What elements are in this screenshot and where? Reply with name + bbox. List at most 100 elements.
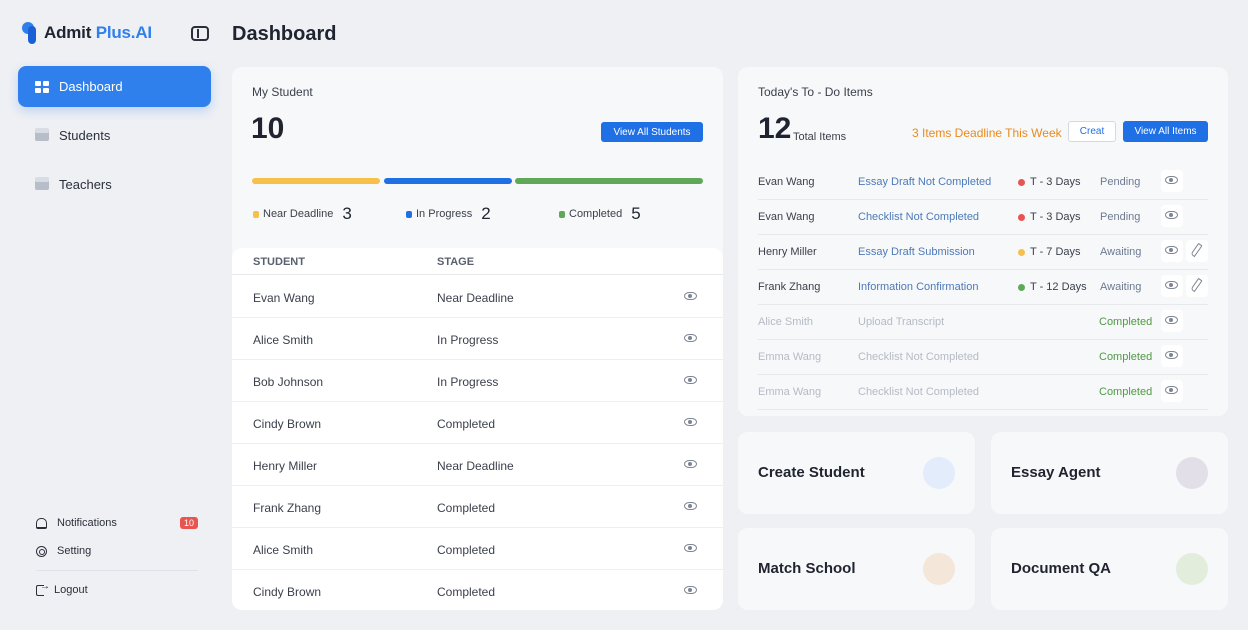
todo-task-link[interactable]: Essay Draft Submission (858, 246, 975, 258)
view-button[interactable] (1161, 275, 1183, 297)
legend-value: 3 (342, 204, 352, 223)
brand-logo[interactable]: Admit Plus.AI (22, 22, 152, 44)
document-qa-card[interactable]: Document QA (991, 528, 1228, 610)
legend-near-deadline: Near Deadline 3 (253, 204, 352, 224)
todo-task-link[interactable]: Checklist Not Completed (858, 351, 980, 363)
essay-agent-card[interactable]: Essay Agent (991, 432, 1228, 514)
table-row[interactable]: Henry Miller Near Deadline (232, 444, 723, 486)
legend-in-progress: In Progress 2 (406, 204, 491, 224)
create-student-card[interactable]: Create Student (738, 432, 975, 514)
feature-label: Document QA (1011, 560, 1112, 577)
legend-completed: Completed 5 (559, 204, 641, 224)
brand-name: Admit Plus.AI (44, 23, 152, 42)
table-row[interactable]: Evan Wang Near Deadline (232, 276, 723, 318)
logout-label: Logout (54, 584, 88, 596)
table-row[interactable]: Bob Johnson In Progress (232, 360, 723, 402)
todo-task-link[interactable]: Information Confirmation (858, 281, 979, 293)
eye-icon[interactable] (684, 460, 697, 468)
eye-icon[interactable] (684, 418, 697, 426)
create-button[interactable]: Creat (1068, 121, 1116, 142)
student-name: Frank Zhang (253, 501, 322, 515)
todo-status: Completed (1099, 316, 1153, 328)
todo-status: Pending (1100, 176, 1141, 188)
sidebar-item-label: Dashboard (59, 79, 123, 94)
student-name: Bob Johnson (253, 375, 324, 389)
table-row[interactable]: Alice Smith Completed (232, 528, 723, 570)
view-button[interactable] (1161, 205, 1183, 227)
eye-icon (1165, 176, 1178, 184)
student-stage: Completed (437, 543, 496, 557)
feature-circle-icon (1176, 553, 1208, 585)
eye-icon[interactable] (684, 334, 697, 342)
legend-value: 2 (481, 204, 491, 223)
todo-row[interactable]: Emma Wang Checklist Not Completed Complete… (758, 340, 1208, 375)
table-row[interactable]: Cindy Brown Completed (232, 570, 723, 610)
eye-icon[interactable] (684, 502, 697, 510)
sidebar-toggle-icon[interactable] (191, 26, 209, 41)
feature-circle-icon (1176, 457, 1208, 489)
my-student-card: My Student 10 View All Students Near Dea… (232, 67, 723, 610)
view-all-students-button[interactable]: View All Students (601, 122, 703, 142)
progress-near-deadline (252, 178, 380, 184)
student-name: Henry Miller (253, 459, 318, 473)
todo-row[interactable]: Frank Zhang Information Confirmation T - 1… (758, 270, 1208, 305)
eye-icon[interactable] (684, 292, 697, 300)
sidebar-item-dashboard[interactable]: Dashboard (18, 66, 211, 107)
eye-icon[interactable] (684, 586, 697, 594)
my-student-title: My Student (252, 85, 313, 99)
view-all-items-button[interactable]: View All Items (1123, 121, 1208, 142)
eye-icon (1165, 246, 1178, 254)
feature-label: Match School (758, 560, 856, 577)
todo-due-label: T - 7 Days (1030, 246, 1081, 258)
student-name: Alice Smith (253, 333, 314, 347)
todo-due: T - 12 Days (1018, 281, 1087, 293)
sidebar-item-logout[interactable]: Logout (36, 581, 88, 596)
edit-button[interactable] (1186, 275, 1208, 297)
todo-student-name: Henry Miller (758, 246, 817, 258)
view-button[interactable] (1161, 380, 1183, 402)
sidebar-divider (36, 570, 198, 571)
pencil-icon (1190, 242, 1203, 258)
todo-due-label: T - 12 Days (1030, 281, 1087, 293)
todo-due-label: T - 3 Days (1030, 176, 1081, 188)
feature-circle-icon (923, 457, 955, 489)
todo-row[interactable]: Alice Smith Upload Transcript Completed (758, 305, 1208, 340)
brand-mark-icon (22, 22, 38, 44)
sidebar-item-students[interactable]: Students (18, 115, 211, 156)
view-button[interactable] (1161, 345, 1183, 367)
notifications-badge: 10 (180, 517, 199, 529)
todo-row[interactable]: Evan Wang Essay Draft Not Completed T - 3 … (758, 165, 1208, 200)
legend-label: Near Deadline (263, 208, 334, 220)
sidebar-item-setting[interactable]: Setting (36, 545, 91, 557)
todo-status: Completed (1099, 386, 1153, 398)
bell-icon (36, 517, 47, 529)
todo-row[interactable]: Henry Miller Essay Draft Submission T - 7 … (758, 235, 1208, 270)
student-name: Alice Smith (253, 543, 314, 557)
student-name: Evan Wang (253, 291, 315, 305)
todo-row[interactable]: Evan Wang Checklist Not Completed T - 3 Da… (758, 200, 1208, 235)
todo-student-name: Emma Wang (758, 351, 822, 363)
table-row[interactable]: Alice Smith In Progress (232, 318, 723, 360)
todo-task-link[interactable]: Checklist Not Completed (858, 386, 980, 398)
edit-button[interactable] (1186, 240, 1208, 262)
todo-student-name: Evan Wang (758, 211, 815, 223)
view-button[interactable] (1161, 240, 1183, 262)
todo-task-link[interactable]: Essay Draft Not Completed (858, 176, 992, 188)
eye-icon[interactable] (684, 544, 697, 552)
table-row[interactable]: Cindy Brown Completed (232, 402, 723, 444)
todo-task-link[interactable]: Checklist Not Completed (858, 211, 980, 223)
book-icon (35, 176, 49, 190)
student-stage: Near Deadline (437, 291, 514, 305)
eye-icon[interactable] (684, 376, 697, 384)
match-school-card[interactable]: Match School (738, 528, 975, 610)
sidebar-item-notifications[interactable]: Notifications 10 (36, 517, 206, 529)
view-button[interactable] (1161, 310, 1183, 332)
todo-row[interactable]: Emma Wang Checklist Not Completed Complete… (758, 375, 1208, 410)
eye-icon (1165, 316, 1178, 324)
view-button[interactable] (1161, 170, 1183, 192)
table-row[interactable]: Frank Zhang Completed (232, 486, 723, 528)
todo-task-link[interactable]: Upload Transcript (858, 316, 945, 328)
todo-status: Pending (1100, 211, 1141, 223)
sidebar-item-teachers[interactable]: Teachers (18, 164, 211, 205)
legend-label: In Progress (416, 208, 473, 220)
